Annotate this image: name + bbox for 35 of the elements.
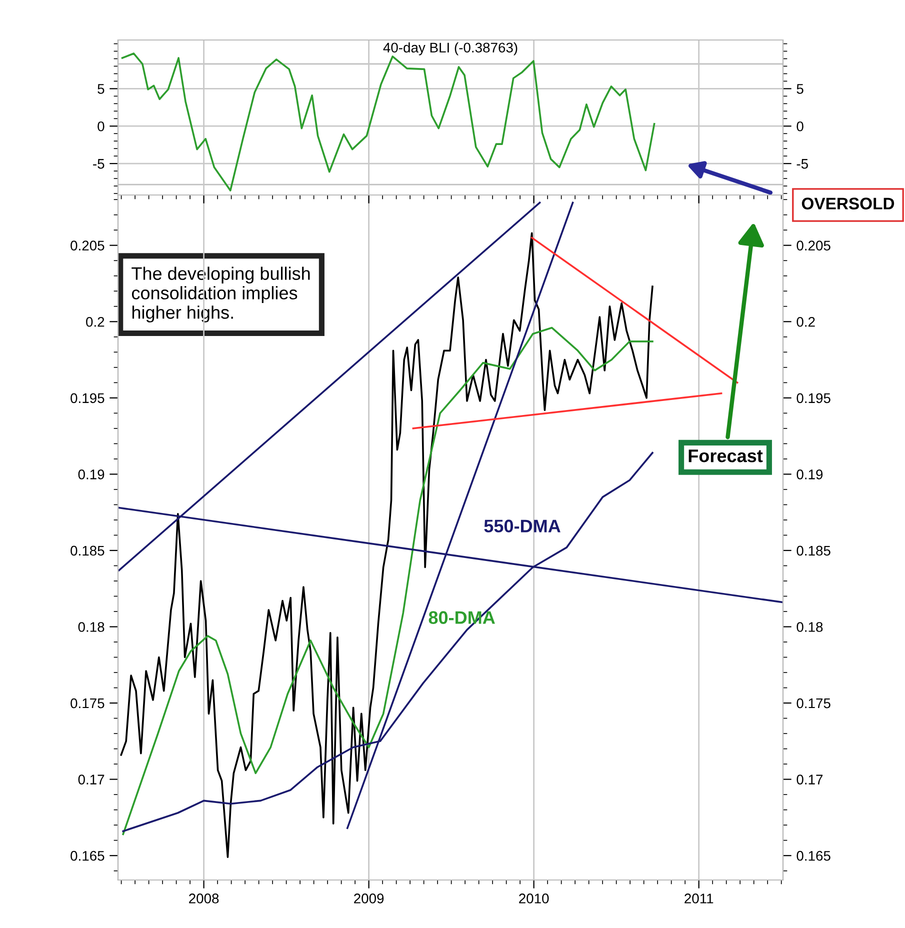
x-tick-label: 2009: [354, 894, 384, 904]
y-tick-label: 5: [98, 84, 104, 94]
y2-tick-label: 0.18: [796, 622, 823, 632]
y-tick-label: 0.17: [78, 774, 104, 784]
line-series: [122, 326, 654, 836]
y-tick-label: 0: [98, 121, 104, 132]
y2-tick-label: 0.17: [796, 774, 823, 784]
chart-title: 40-day BLI (-0.38763): [383, 42, 518, 56]
y-tick-label: 0.19: [78, 470, 104, 480]
y2-tick-label: 0.175: [796, 698, 830, 708]
x-tick-label: 2008: [189, 894, 219, 904]
y2-tick-label: 5: [796, 84, 804, 94]
y-tick-label: 0.195: [70, 393, 104, 404]
y-tick-label: 0.205: [70, 240, 104, 251]
y2-tick-label: 0.195: [796, 393, 830, 404]
y2-tick-label: 0.2: [796, 316, 815, 327]
x-tick-label: 2010: [519, 894, 549, 904]
y2-tick-label: 0: [796, 121, 804, 132]
y-tick-label: 0.2: [86, 316, 104, 327]
y2-tick-label: 0.205: [796, 240, 830, 251]
y-tick-label: 0.175: [70, 698, 104, 708]
x-tick-label: 2011: [684, 894, 714, 904]
y-tick-label: 0.18: [78, 622, 104, 632]
y-tick-label: -5: [93, 159, 104, 169]
annotation: Forecast: [688, 450, 763, 462]
y2-tick-label: 0.19: [796, 470, 823, 480]
series-label: 550-DMA: [484, 520, 560, 532]
text: OVERSOLD: [802, 198, 894, 210]
y-tick-label: 0.185: [70, 546, 104, 556]
y2-tick-label: 0.185: [796, 546, 830, 556]
y2-tick-label: 0.165: [796, 850, 830, 861]
line-series: [120, 232, 654, 858]
y2-tick-label: -5: [796, 159, 808, 169]
y-tick-label: 0.165: [70, 850, 104, 861]
annotation: The developing bullish consolidation implies higher highs.: [132, 266, 310, 322]
